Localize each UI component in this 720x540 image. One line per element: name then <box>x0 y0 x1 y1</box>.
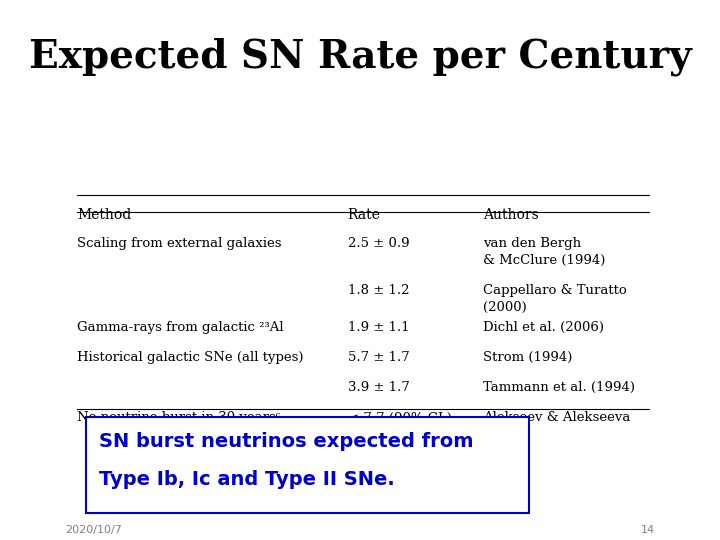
Text: Expected SN Rate per Century: Expected SN Rate per Century <box>29 38 691 76</box>
Text: Strom (1994): Strom (1994) <box>483 351 572 364</box>
Text: 5.7 ± 1.7: 5.7 ± 1.7 <box>348 351 410 364</box>
Text: Type Ib, Ic and Type II SNe.: Type Ib, Ic and Type II SNe. <box>99 470 395 489</box>
Text: 1.9 ± 1.1: 1.9 ± 1.1 <box>348 321 409 334</box>
Text: Rate: Rate <box>348 208 381 222</box>
Text: 1.8 ± 1.2: 1.8 ± 1.2 <box>348 284 409 297</box>
Text: Alekseev & Alekseeva
(2002): Alekseev & Alekseeva (2002) <box>483 411 631 442</box>
Text: van den Bergh
& McClure (1994): van den Bergh & McClure (1994) <box>483 237 606 267</box>
Text: No neutrino burst in 30 yearsᶜ: No neutrino burst in 30 yearsᶜ <box>77 411 280 424</box>
Text: Historical galactic SNe (all types): Historical galactic SNe (all types) <box>77 351 304 364</box>
Text: Scaling from external galaxies: Scaling from external galaxies <box>77 237 282 249</box>
Text: SN burst neutrinos expected from: SN burst neutrinos expected from <box>99 432 473 451</box>
Text: 2020/10/7: 2020/10/7 <box>65 524 122 535</box>
Text: Cappellaro & Turatto
(2000): Cappellaro & Turatto (2000) <box>483 284 627 314</box>
Text: 2.5 ± 0.9: 2.5 ± 0.9 <box>348 237 409 249</box>
Text: Gamma-rays from galactic ²³Al: Gamma-rays from galactic ²³Al <box>77 321 284 334</box>
Text: Tammann et al. (1994): Tammann et al. (1994) <box>483 381 635 394</box>
Text: Method: Method <box>77 208 131 222</box>
Text: Authors: Authors <box>483 208 539 222</box>
FancyBboxPatch shape <box>86 417 529 513</box>
Text: 3.9 ± 1.7: 3.9 ± 1.7 <box>348 381 410 394</box>
Text: Dichl et al. (2006): Dichl et al. (2006) <box>483 321 604 334</box>
Text: 14: 14 <box>642 524 655 535</box>
Text: < 7.7 (90% CL): < 7.7 (90% CL) <box>348 411 451 424</box>
